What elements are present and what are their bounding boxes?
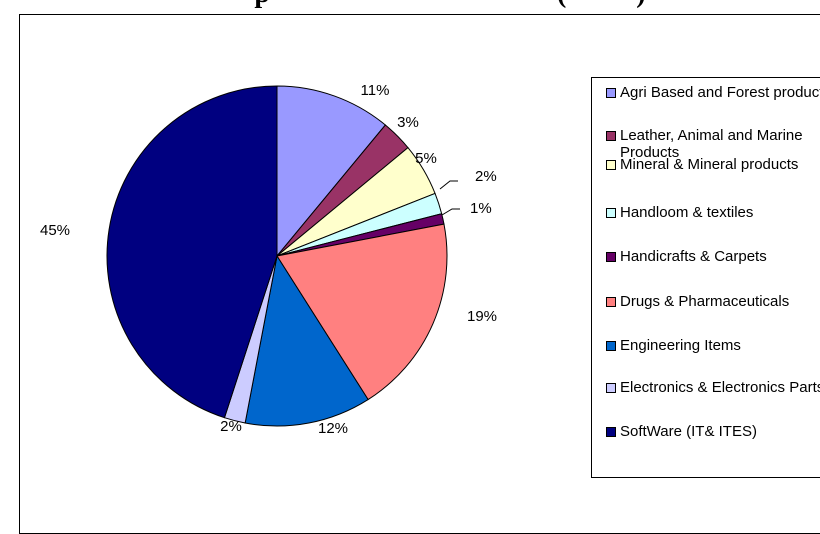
data-label-6: 12% xyxy=(318,420,348,437)
legend-label-6: Engineering Items xyxy=(620,337,741,354)
data-label-0: 11% xyxy=(361,82,390,99)
legend-swatch-0 xyxy=(606,88,616,98)
legend-swatch-6 xyxy=(606,341,616,351)
leader-line-4 xyxy=(441,208,460,216)
legend-label-1: Leather, Animal and Marine Products xyxy=(620,127,803,161)
data-label-5: 19% xyxy=(467,308,497,325)
pie-slice-8 xyxy=(106,85,278,419)
legend-swatch-7 xyxy=(606,383,616,393)
legend-swatch-3 xyxy=(606,208,616,218)
chart-title-cropped: p ( ) xyxy=(150,0,750,10)
data-label-3: 2% xyxy=(475,168,497,185)
leader-line-3 xyxy=(439,180,458,190)
pie-slice-0 xyxy=(276,85,387,258)
legend-label-2: Mineral & Mineral products xyxy=(620,156,799,173)
data-label-8: 45% xyxy=(40,222,70,239)
legend-label-7: Electronics & Electronics Parts xyxy=(620,379,820,396)
data-label-7: 2% xyxy=(220,418,242,435)
legend-label-5: Drugs & Pharmaceuticals xyxy=(620,293,790,310)
legend-label-8: SoftWare (IT& ITES) xyxy=(620,423,757,440)
legend-swatch-8 xyxy=(606,427,616,437)
legend-swatch-2 xyxy=(606,160,616,170)
data-label-2: 5% xyxy=(415,150,437,167)
legend: Agri Based and Forest products Leather, A… xyxy=(591,77,820,478)
legend-swatch-1 xyxy=(606,131,616,141)
chart-title-strip: p ( ) xyxy=(0,0,820,14)
pie-slice-5 xyxy=(276,223,448,401)
legend-label-3: Handloom & textiles xyxy=(620,204,754,221)
chart-area: 11% 3% 5% 2% 1% 19% 12% 2% 45% Agri Based and Fo… xyxy=(19,14,820,534)
legend-swatch-4 xyxy=(606,252,616,262)
legend-label-4: Handicrafts & Carpets xyxy=(620,248,767,265)
legend-swatch-5 xyxy=(606,297,616,307)
pie-chart: 11% 3% 5% 2% 1% 19% 12% 2% 45% xyxy=(40,82,497,437)
data-label-4: 1% xyxy=(470,200,492,217)
data-label-1: 3% xyxy=(397,114,419,131)
pie-slice-6 xyxy=(244,254,369,427)
legend-label-0: Agri Based and Forest products xyxy=(620,84,820,101)
